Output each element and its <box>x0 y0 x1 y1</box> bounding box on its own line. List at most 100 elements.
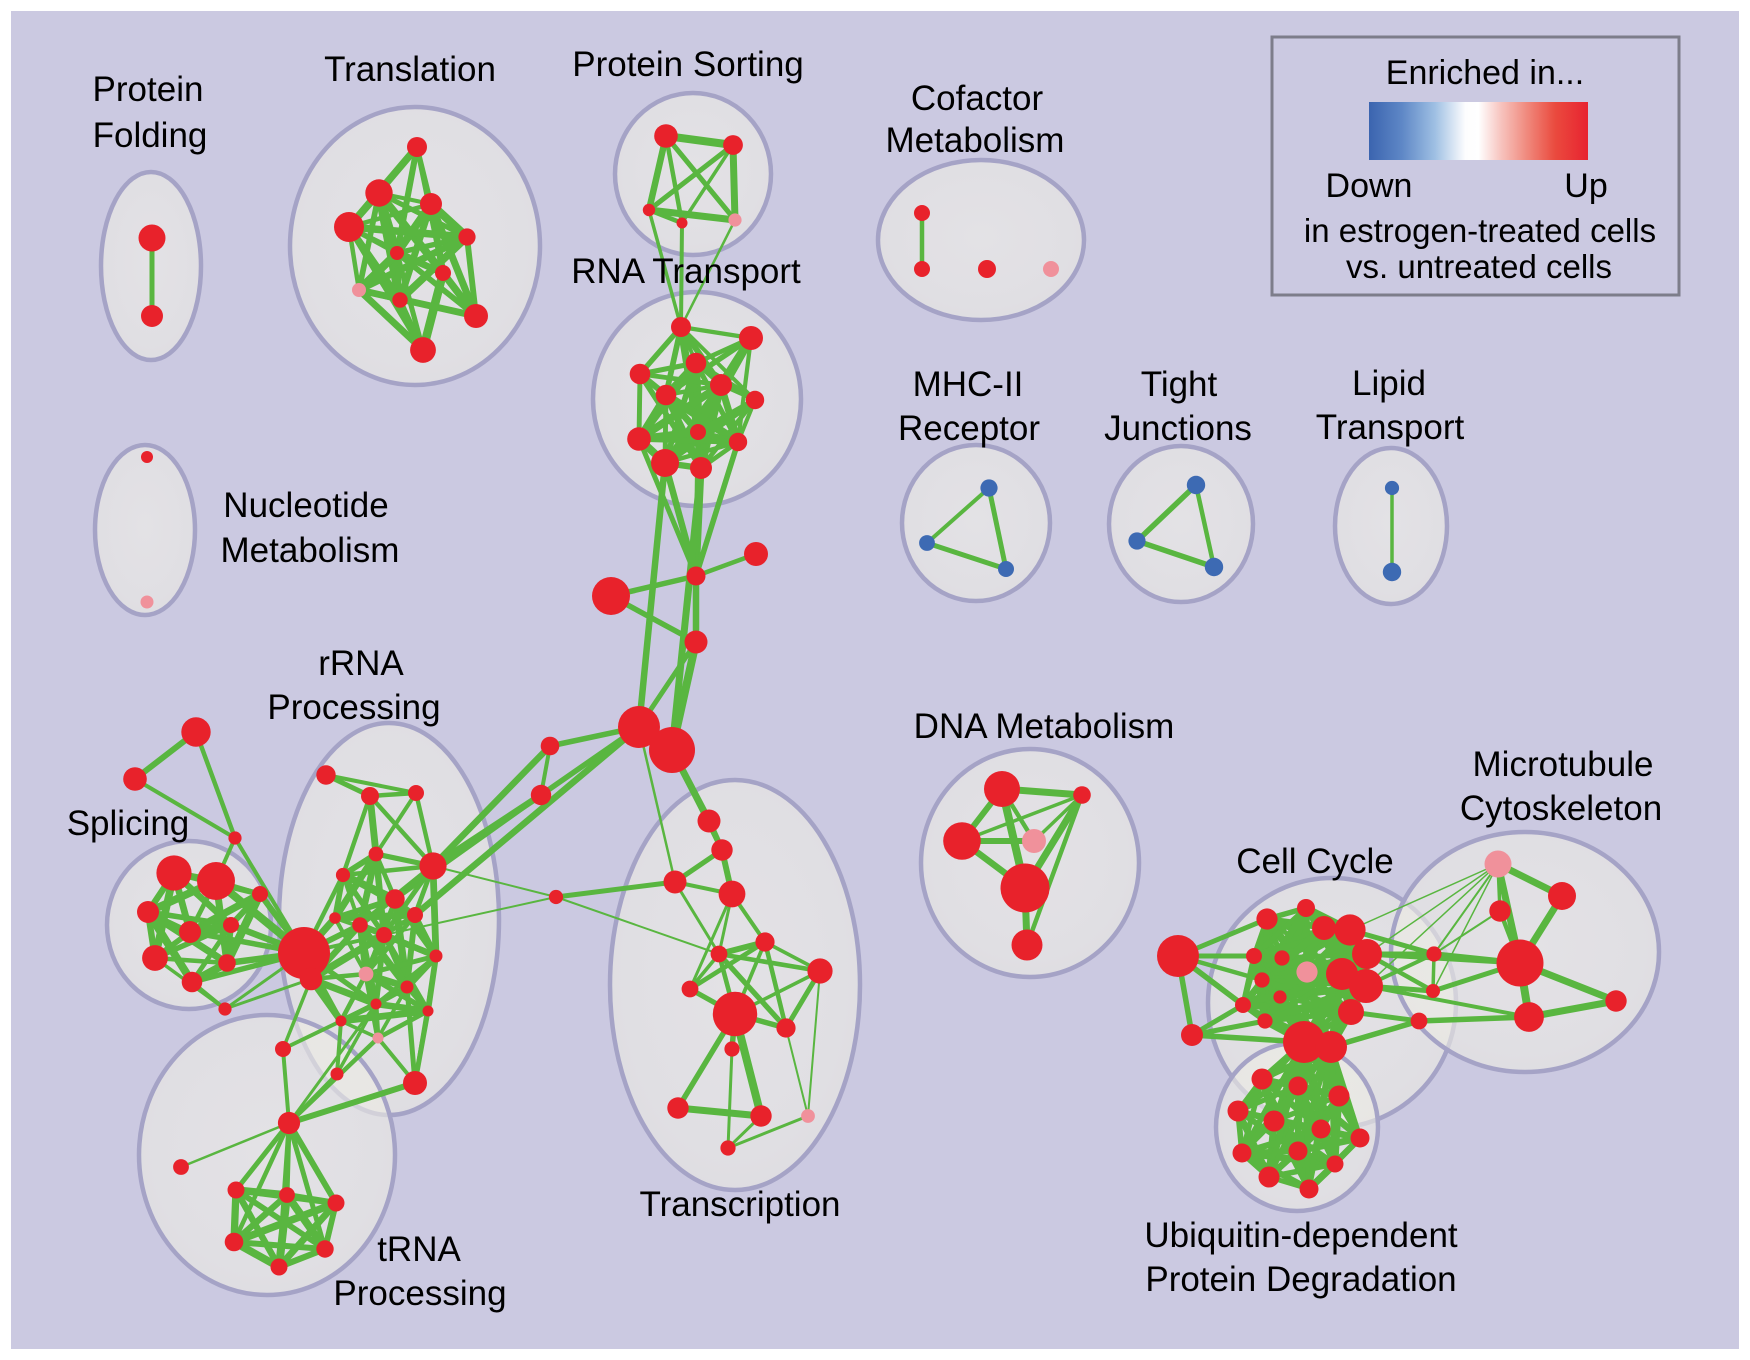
node-p3 <box>642 203 656 217</box>
node-rr14 <box>429 949 443 963</box>
edge-tn1-tn6 <box>232 1186 283 1271</box>
edge-th-rr21 <box>286 1080 418 1126</box>
edge-spA-spC <box>193 729 238 841</box>
cluster-label-microtubule-cytoskeleton: Microtubule <box>1473 745 1654 784</box>
edge-th-tn1 <box>233 1120 292 1193</box>
node-tn4 <box>224 1232 244 1252</box>
edge-tx5-tx9 <box>762 939 789 1031</box>
node-rt7 <box>745 390 765 410</box>
node-rr21 <box>403 1071 427 1095</box>
cluster-label-cofactor-metabolism: Metabolism <box>886 121 1065 160</box>
cluster-label-protein-sorting: Protein Sorting <box>572 45 804 84</box>
edge-rr19-hub2 <box>281 977 313 1051</box>
node-s4 <box>179 921 201 943</box>
node-cc6 <box>1254 972 1270 988</box>
edge-mc2-br1 <box>1433 910 1501 955</box>
cluster-label-dna-metabolism: DNA Metabolism <box>914 707 1175 746</box>
edge-cc12-mcBig <box>1364 951 1523 966</box>
edge-dn2-dn6 <box>1024 792 1085 948</box>
node-cf3 <box>978 260 996 278</box>
edge-cc8-cc11 <box>1277 927 1353 1000</box>
node-rt8 <box>690 424 706 440</box>
node-ccL2 <box>1181 1024 1203 1046</box>
cluster-label-rrna-processing: rRNA <box>318 644 404 683</box>
node-mc4 <box>1605 990 1627 1012</box>
legend: Enriched in... Down Up in estrogen-treat… <box>1270 35 1681 297</box>
node-p5 <box>728 213 742 227</box>
edge-bridge-rr5 <box>432 865 557 898</box>
edge-rt12-bp2 <box>668 464 705 754</box>
node-s8 <box>218 954 236 972</box>
network-nodes-layer <box>123 124 1627 1276</box>
node-rr9 <box>352 917 368 933</box>
node-rr12 <box>358 966 374 982</box>
edge-th-tn3 <box>286 1120 339 1206</box>
node-mc2 <box>1489 900 1511 922</box>
cluster-label-cofactor-metabolism: Cofactor <box>911 79 1044 118</box>
node-ub10 <box>1326 1155 1344 1173</box>
node-rr1 <box>316 765 336 785</box>
node-rr2 <box>361 787 379 805</box>
edge-mh1-mh2 <box>925 486 991 545</box>
legend-gradient-bar <box>1369 102 1588 160</box>
node-ub12 <box>1299 1179 1319 1199</box>
node-jr <box>744 542 768 566</box>
edge-rr5-rr14 <box>429 862 440 960</box>
node-ub2 <box>1288 1076 1308 1096</box>
node-bp2 <box>649 727 695 773</box>
node-rr4 <box>368 846 384 862</box>
node-ub1 <box>1251 1068 1273 1090</box>
node-tx9 <box>776 1018 796 1038</box>
edge-mcP-cc11 <box>1349 863 1499 931</box>
node-tx2 <box>711 839 733 861</box>
node-t2 <box>365 179 393 207</box>
node-cf1 <box>914 205 930 221</box>
node-rt3 <box>685 352 707 374</box>
edge-tn2-tn5 <box>283 1191 329 1253</box>
node-tn3 <box>327 1194 345 1212</box>
node-cc15 <box>1338 999 1364 1025</box>
node-rr17 <box>335 1015 347 1027</box>
cluster-label-translation: Translation <box>324 50 496 89</box>
node-mcBig <box>1496 939 1544 987</box>
node-rt2 <box>739 326 763 350</box>
edge-th-tlone <box>179 1121 291 1169</box>
node-cc9 <box>1257 1013 1273 1029</box>
edge-rr21-rr14 <box>413 954 438 1085</box>
node-ub3 <box>1328 1085 1350 1107</box>
edge-rr2-rr4 <box>366 792 380 858</box>
edge-th-tn5 <box>286 1120 328 1252</box>
edge-tn3-tn6 <box>275 1199 340 1271</box>
node-tx11 <box>667 1097 689 1119</box>
edge-rt7-rt12 <box>698 397 758 471</box>
node-cc14 <box>1349 969 1383 1003</box>
edge-rr1-rr3 <box>324 773 418 795</box>
node-spC <box>228 831 242 845</box>
node-dn5 <box>1000 863 1050 913</box>
edge-rr6-rr10 <box>340 872 387 938</box>
node-cc4 <box>1274 950 1290 966</box>
edge-ccB2-ub12 <box>1306 1044 1334 1192</box>
edge-rr5-rr6 <box>340 863 436 878</box>
edge-rr17-rr18 <box>339 1019 380 1040</box>
node-mcP <box>1484 850 1512 878</box>
node-s6 <box>142 945 168 971</box>
edge-tx11-tx12 <box>674 1104 765 1120</box>
edge-bridge-tx3 <box>553 879 678 900</box>
node-j2 <box>684 630 708 654</box>
edge-th-rr15 <box>287 1002 378 1125</box>
legend-title: Enriched in... <box>1386 54 1584 92</box>
cluster-label-mhc-ii-receptor: MHC-II <box>913 365 1024 404</box>
node-s10 <box>252 886 268 902</box>
node-t10 <box>464 304 488 328</box>
node-tx3 <box>663 870 687 894</box>
node-rt4 <box>629 363 651 385</box>
edge-t4-t5 <box>345 223 471 241</box>
node-s2 <box>197 862 235 900</box>
edge-spB-spC <box>133 777 237 840</box>
edge-rr3-rr4 <box>374 791 418 856</box>
edge-rt4-rt5 <box>637 371 724 388</box>
cluster-label-nucleotide-metabolism: Metabolism <box>221 531 400 570</box>
node-br1 <box>1426 946 1442 962</box>
edge-t8-t11 <box>355 286 427 354</box>
